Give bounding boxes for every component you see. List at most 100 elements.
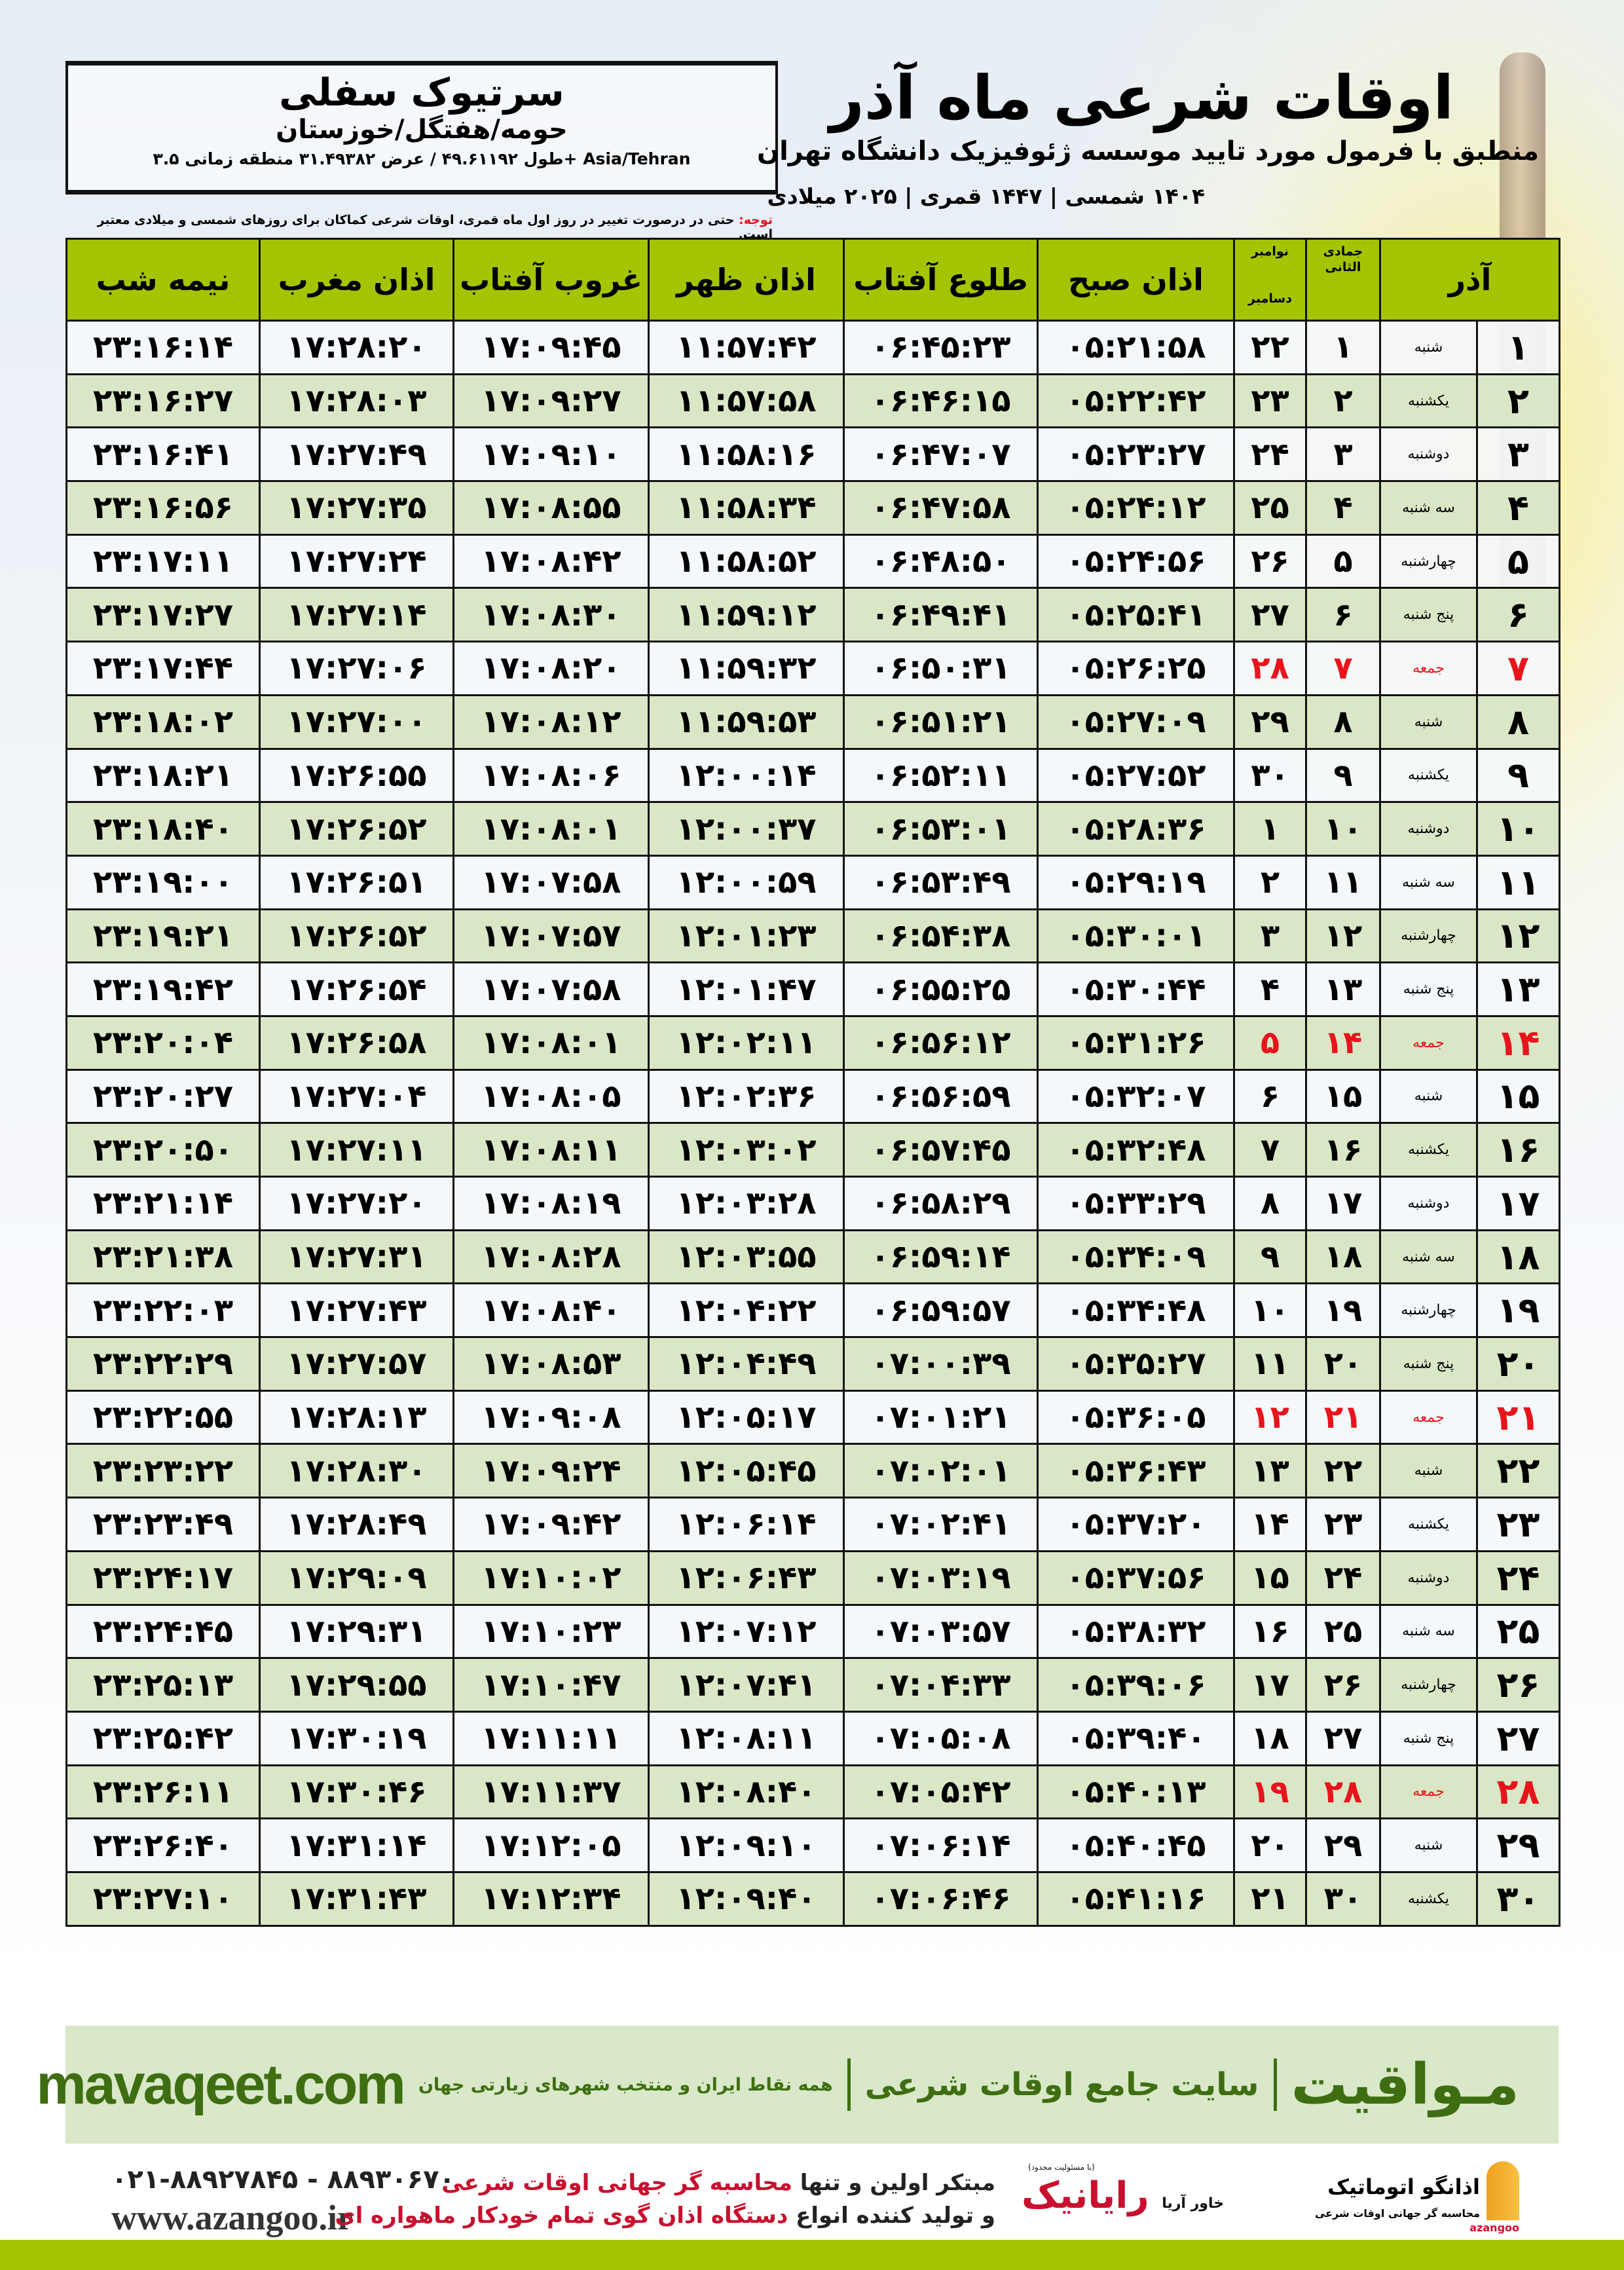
table-row: ۱۳ پنج شنبه ۱۳ ۴ ۰۵:۳۰:۴۴ ۰۶:۵۵:۲۵ ۱۲:۰۱:۴۷ ۱۷:…: [65, 961, 1561, 1017]
cell-tolu: ۰۶:۵۳:۴۹: [843, 854, 1039, 910]
azangoo-website[interactable]: www.azangoo.ir: [111, 2198, 353, 2237]
cell-maghrib: ۱۷:۲۷:۴۹: [259, 426, 454, 483]
cell-tolu: ۰۷:۰۶:۱۴: [843, 1817, 1039, 1873]
cell-hijri-day: ۲۱: [1305, 1389, 1381, 1445]
cell-hijri-day: ۱۰: [1305, 801, 1381, 857]
cell-ghorub: ۱۷:۱۰:۴۷: [452, 1657, 650, 1713]
cell-nimeshab: ۲۳:۱۶:۱۴: [65, 320, 261, 375]
table-row: ۱۵ شنبه ۱۵ ۶ ۰۵:۳۲:۰۷ ۰۶:۵۶:۵۹ ۱۲:۰۲:۳۶ ۱۷:۰۸:۰…: [65, 1068, 1561, 1125]
cell-maghrib: ۱۷:۲۸:۴۹: [259, 1497, 454, 1552]
cell-nimeshab: ۲۳:۲۳:۲۲: [65, 1443, 261, 1499]
cell-nimeshab: ۲۳:۲۴:۱۷: [65, 1550, 261, 1606]
promo-text: مبتکر اولین و تنها محاسبه گر جهانی اوقات…: [335, 2167, 995, 2232]
cell-nimeshab: ۲۳:۱۹:۰۰: [65, 854, 261, 910]
cell-miladi-day: ۲۲: [1233, 320, 1307, 375]
cell-weekday: شنبه: [1378, 1817, 1479, 1873]
cell-nimeshab: ۲۳:۱۶:۵۶: [65, 480, 261, 536]
header-nimeshab: نیمه شب: [65, 238, 261, 322]
cell-tolu: ۰۶:۵۱:۲۱: [843, 694, 1039, 750]
cell-miladi-day: ۱۶: [1233, 1603, 1307, 1660]
cell-weekday: چهارشنبه: [1378, 1282, 1479, 1339]
cell-miladi-day: ۱۳: [1233, 1443, 1307, 1499]
cell-maghrib: ۱۷:۲۶:۵۱: [259, 854, 454, 910]
cell-nimeshab: ۲۳:۱۷:۱۱: [65, 533, 261, 589]
table-row: ۲۸ جمعه ۲۸ ۱۹ ۰۵:۴۰:۱۳ ۰۷:۰۵:۴۲ ۱۲:۰۸:۴۰ ۱۷:۱۱:…: [65, 1764, 1561, 1820]
cell-zohr: ۱۲:۰۳:۵۵: [648, 1229, 845, 1285]
table-row: ۴ سه شنبه ۴ ۲۵ ۰۵:۲۴:۱۲ ۰۶:۴۷:۵۸ ۱۱:۵۸:۳۴ ۱۷:۰۸…: [65, 480, 1561, 536]
cell-tolu: ۰۶:۴۷:۰۷: [843, 426, 1039, 483]
cell-tolu: ۰۶:۵۷:۴۵: [843, 1122, 1039, 1178]
cell-ghorub: ۱۷:۰۸:۵۵: [452, 480, 650, 536]
cell-zohr: ۱۱:۵۹:۵۳: [648, 694, 845, 750]
cell-ghorub: ۱۷:۱۱:۱۱: [452, 1710, 650, 1766]
cell-hijri-day: ۲۰: [1305, 1336, 1381, 1392]
cell-ghorub: ۱۷:۰۸:۰۱: [452, 801, 650, 857]
cell-ghorub: ۱۷:۰۹:۰۸: [452, 1389, 650, 1445]
table-header: آذر جمادی الثانی نوامبر دسامبر اذان صبح …: [65, 238, 1561, 322]
table-row: ۱ شنبه ۱ ۲۲ ۰۵:۲۱:۵۸ ۰۶:۴۵:۲۳ ۱۱:۵۷:۴۲ ۱۷:۰۹:۴۵…: [65, 320, 1561, 375]
table-row: ۲۱ جمعه ۲۱ ۱۲ ۰۵:۳۶:۰۵ ۰۷:۰۱:۲۱ ۱۲:۰۵:۱۷ ۱۷:۰۹:…: [65, 1389, 1561, 1445]
cell-miladi-day: ۲۹: [1233, 694, 1307, 750]
cell-maghrib: ۱۷:۳۰:۴۶: [259, 1764, 454, 1820]
cell-sobh: ۰۵:۴۰:۱۳: [1037, 1764, 1235, 1820]
cell-weekday: سه شنبه: [1378, 1603, 1479, 1660]
cell-nimeshab: ۲۳:۱۹:۴۲: [65, 961, 261, 1017]
table-body: ۱ شنبه ۱ ۲۲ ۰۵:۲۱:۵۸ ۰۶:۴۵:۲۳ ۱۱:۵۷:۴۲ ۱۷:۰۹:۴۵…: [65, 320, 1561, 1927]
cell-sobh: ۰۵:۲۱:۵۸: [1037, 320, 1235, 375]
table-row: ۲۶ چهارشنبه ۲۶ ۱۷ ۰۵:۳۹:۰۶ ۰۷:۰۴:۳۳ ۱۲:۰۷:۴۱ ۱۷…: [65, 1657, 1561, 1713]
cell-zohr: ۱۲:۰۴:۴۹: [648, 1336, 845, 1392]
cell-nimeshab: ۲۳:۲۳:۴۹: [65, 1497, 261, 1552]
city-name: سرتیوک سفلی: [279, 70, 564, 115]
cell-sobh: ۰۵:۲۸:۳۶: [1037, 801, 1235, 857]
cell-ghorub: ۱۷:۰۸:۱۲: [452, 694, 650, 750]
cell-day: ۱۳: [1476, 961, 1561, 1017]
cell-ghorub: ۱۷:۰۸:۵۳: [452, 1336, 650, 1392]
cell-weekday: دوشنبه: [1378, 1176, 1479, 1231]
cell-miladi-day: ۸: [1233, 1176, 1307, 1231]
banner-slogan: سایت جامع اوقات شرعی: [864, 2066, 1259, 2103]
promo-line-2b: دستگاه اذان گوی تمام خودکار ماهواره ای: [335, 2203, 788, 2229]
cell-day: ۱۰: [1476, 801, 1561, 857]
cell-ghorub: ۱۷:۰۸:۴۲: [452, 533, 650, 589]
cell-maghrib: ۱۷:۲۷:۰۶: [259, 641, 454, 696]
cell-weekday: جمعه: [1378, 1014, 1479, 1071]
page-subtitle: منطبق با فرمول مورد تایید موسسه ژئوفیزیک…: [756, 136, 1539, 166]
table-row: ۱۸ سه شنبه ۱۸ ۹ ۰۵:۳۴:۰۹ ۰۶:۵۹:۱۴ ۱۲:۰۳:۵۵ ۱۷:۰…: [65, 1229, 1561, 1285]
cell-tolu: ۰۷:۰۴:۳۳: [843, 1657, 1039, 1713]
cell-ghorub: ۱۷:۰۸:۰۵: [452, 1068, 650, 1125]
cell-weekday: دوشنبه: [1378, 801, 1479, 857]
cell-hijri-day: ۲۴: [1305, 1550, 1381, 1606]
cell-zohr: ۱۲:۰۱:۴۷: [648, 961, 845, 1017]
location-box: سرتیوک سفلی حومه/هفتگل/خوزستان طول ۴۹.۶۱…: [65, 61, 778, 195]
cell-miladi-day: ۱: [1233, 801, 1307, 857]
cell-miladi-day: ۲۰: [1233, 1817, 1307, 1873]
cell-nimeshab: ۲۳:۲۱:۱۴: [65, 1176, 261, 1231]
cell-day: ۲۱: [1476, 1389, 1561, 1445]
cell-maghrib: ۱۷:۳۱:۴۳: [259, 1870, 454, 1927]
cell-tolu: ۰۶:۵۸:۲۹: [843, 1176, 1039, 1231]
cell-sobh: ۰۵:۳۶:۰۵: [1037, 1389, 1235, 1445]
cell-hijri-day: ۱۱: [1305, 854, 1381, 910]
cell-hijri-day: ۹: [1305, 747, 1381, 804]
cell-day: ۹: [1476, 747, 1561, 804]
cell-zohr: ۱۲:۰۰:۳۷: [648, 801, 845, 857]
site-link[interactable]: mavaqeet.com: [36, 2053, 406, 2116]
azangoo-name: اذانگو اتوماتیک: [1327, 2174, 1480, 2199]
cell-sobh: ۰۵:۳۰:۴۴: [1037, 961, 1235, 1017]
cell-weekday: یکشنبه: [1378, 747, 1479, 804]
cell-sobh: ۰۵:۳۲:۰۷: [1037, 1068, 1235, 1125]
cell-tolu: ۰۷:۰۰:۳۹: [843, 1336, 1039, 1392]
cell-sobh: ۰۵:۳۲:۴۸: [1037, 1122, 1235, 1178]
cell-weekday: پنج شنبه: [1378, 1336, 1479, 1392]
cell-hijri-day: ۷: [1305, 641, 1381, 696]
cell-miladi-day: ۵: [1233, 1014, 1307, 1071]
table-row: ۱۰ دوشنبه ۱۰ ۱ ۰۵:۲۸:۳۶ ۰۶:۵۳:۰۱ ۱۲:۰۰:۳۷ ۱۷:۰۸…: [65, 801, 1561, 857]
raynik-tiny: (با مسئولیت محدود): [1028, 2163, 1095, 2172]
cell-nimeshab: ۲۳:۱۶:۴۱: [65, 426, 261, 483]
cell-hijri-day: ۱۵: [1305, 1068, 1381, 1125]
cell-zohr: ۱۲:۰۶:۱۴: [648, 1497, 845, 1552]
cell-day: ۴: [1476, 480, 1561, 536]
raynik-name: رایانیک: [1022, 2174, 1149, 2217]
cell-ghorub: ۱۷:۱۲:۰۵: [452, 1817, 650, 1873]
cell-hijri-day: ۴: [1305, 480, 1381, 536]
